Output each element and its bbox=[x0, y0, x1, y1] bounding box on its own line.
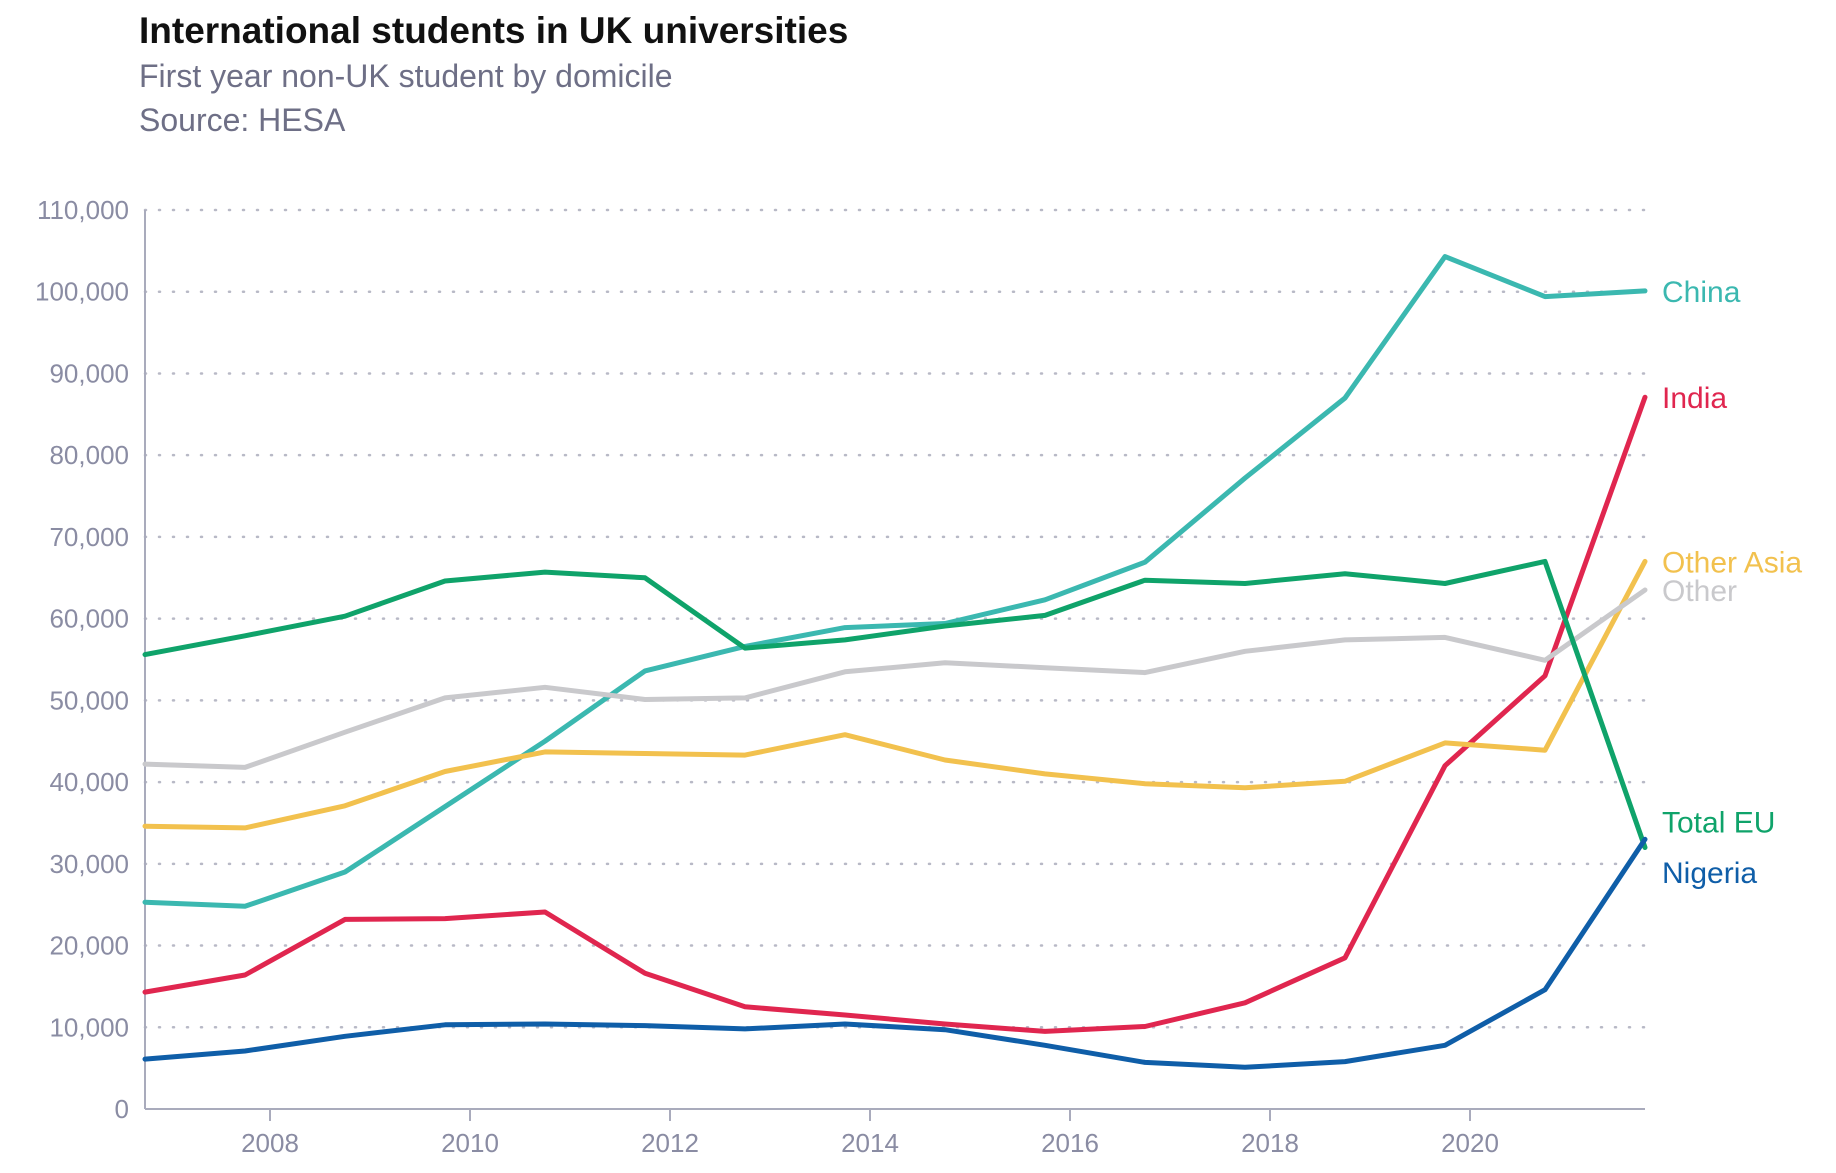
x-tick-label: 2014 bbox=[841, 1128, 899, 1158]
chart-source: Source: HESA bbox=[139, 102, 346, 138]
y-tick-label: 70,000 bbox=[49, 522, 129, 552]
grid bbox=[143, 208, 1647, 1029]
y-tick-label: 60,000 bbox=[49, 604, 129, 634]
series-line-nigeria bbox=[142, 836, 1648, 1070]
chart-title: International students in UK universitie… bbox=[139, 10, 849, 51]
series-label-india: India bbox=[1662, 382, 1727, 415]
series-line-other-asia bbox=[142, 558, 1648, 831]
y-tick-label: 50,000 bbox=[49, 685, 129, 715]
series-line-india bbox=[142, 394, 1648, 1034]
x-tick-label: 2016 bbox=[1041, 1128, 1099, 1158]
y-tick-label: 110,000 bbox=[37, 195, 129, 225]
series-label-nigeria: Nigeria bbox=[1662, 857, 1757, 890]
series-label-china: China bbox=[1662, 276, 1741, 309]
y-tick-label: 30,000 bbox=[49, 849, 129, 879]
y-tick-label: 90,000 bbox=[49, 358, 129, 388]
series-label-other-asia: Other Asia bbox=[1662, 546, 1802, 579]
x-tick-label: 2012 bbox=[641, 1128, 699, 1158]
series-label-total-eu: Total EU bbox=[1662, 806, 1775, 839]
y-tick-label: 80,000 bbox=[49, 440, 129, 470]
series-lines bbox=[142, 254, 1648, 1070]
chart-subtitle: First year non-UK student by domicile bbox=[139, 58, 673, 94]
y-tick-label: 0 bbox=[115, 1094, 129, 1124]
axes: 0 10,000 20,000 30,000 40,000 50,000 60,000 70,… bbox=[35, 195, 1645, 1158]
x-tick-label: 2018 bbox=[1241, 1128, 1299, 1158]
series-line-other bbox=[142, 587, 1648, 770]
series-line-china bbox=[142, 254, 1648, 909]
y-tick-label: 40,000 bbox=[49, 767, 129, 797]
x-tick-label: 2020 bbox=[1441, 1128, 1499, 1158]
series-line-total-eu bbox=[142, 558, 1648, 850]
x-tick-label: 2010 bbox=[441, 1128, 499, 1158]
y-tick-label: 10,000 bbox=[49, 1012, 129, 1042]
y-tick-label: 20,000 bbox=[49, 931, 129, 961]
series-label-other: Other bbox=[1662, 575, 1737, 608]
x-tick-label: 2008 bbox=[241, 1128, 299, 1158]
y-tick-label: 100,000 bbox=[35, 277, 129, 307]
